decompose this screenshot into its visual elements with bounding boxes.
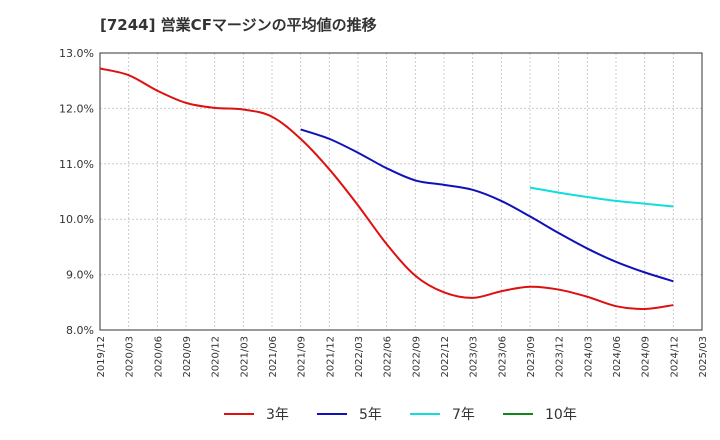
x-tick-label: 2025/03 [698, 336, 709, 378]
y-tick-label: 11.0% [59, 158, 94, 171]
x-tick-label: 2023/09 [526, 336, 537, 378]
x-tick-label: 2021/06 [268, 336, 279, 378]
legend-label: 7年 [452, 407, 475, 423]
legend: 3年 5年 7年 10年 [224, 407, 577, 423]
y-tick-label: 9.0% [66, 269, 94, 282]
y-tick-label: 12.0% [59, 102, 94, 115]
x-tick-label: 2021/12 [325, 336, 336, 378]
x-tick-label: 2022/06 [383, 336, 394, 378]
x-tick-label: 2020/03 [125, 336, 136, 378]
series-line-7年 [529, 186, 674, 208]
x-tick-label: 2020/06 [153, 336, 164, 378]
chart-title: [7244] 営業CFマージンの平均値の推移 [100, 16, 377, 34]
grid-layer [99, 52, 703, 331]
y-tick-label: 13.0% [59, 47, 94, 60]
y-tick-label: 10.0% [59, 213, 94, 226]
x-tick-label: 2022/03 [354, 336, 365, 378]
legend-label: 3年 [266, 407, 289, 423]
x-tick-label: 2024/12 [669, 336, 680, 378]
series-layer [99, 67, 674, 310]
series-line-3年 [99, 67, 674, 310]
y-tick-label: 8.0% [66, 324, 94, 337]
x-tick-label: 2024/06 [612, 336, 623, 378]
x-tick-label: 2020/09 [182, 336, 193, 378]
x-tick-label: 2019/12 [96, 336, 107, 378]
x-tick-label: 2020/12 [211, 336, 222, 378]
x-tick-label: 2022/12 [440, 336, 451, 378]
x-tick-label: 2024/03 [583, 336, 594, 378]
series-line-5年 [300, 128, 674, 283]
plot-frame [99, 52, 703, 331]
x-tick-label: 2022/09 [411, 336, 422, 378]
x-axis-ticks: 2019/12 2020/03 2020/06 2020/09 2020/12 2021/… [96, 336, 709, 378]
x-tick-label: 2023/03 [469, 336, 480, 378]
x-tick-label: 2021/09 [297, 336, 308, 378]
x-tick-label: 2021/03 [239, 336, 250, 378]
x-tick-label: 2023/12 [555, 336, 566, 378]
legend-label: 5年 [359, 407, 382, 423]
x-tick-label: 2024/09 [641, 336, 652, 378]
x-tick-label: 2023/06 [497, 336, 508, 378]
y-axis-ticks: 8.0% 9.0% 10.0% 11.0% 12.0% 13.0% [59, 47, 94, 337]
legend-label: 10年 [545, 407, 577, 423]
